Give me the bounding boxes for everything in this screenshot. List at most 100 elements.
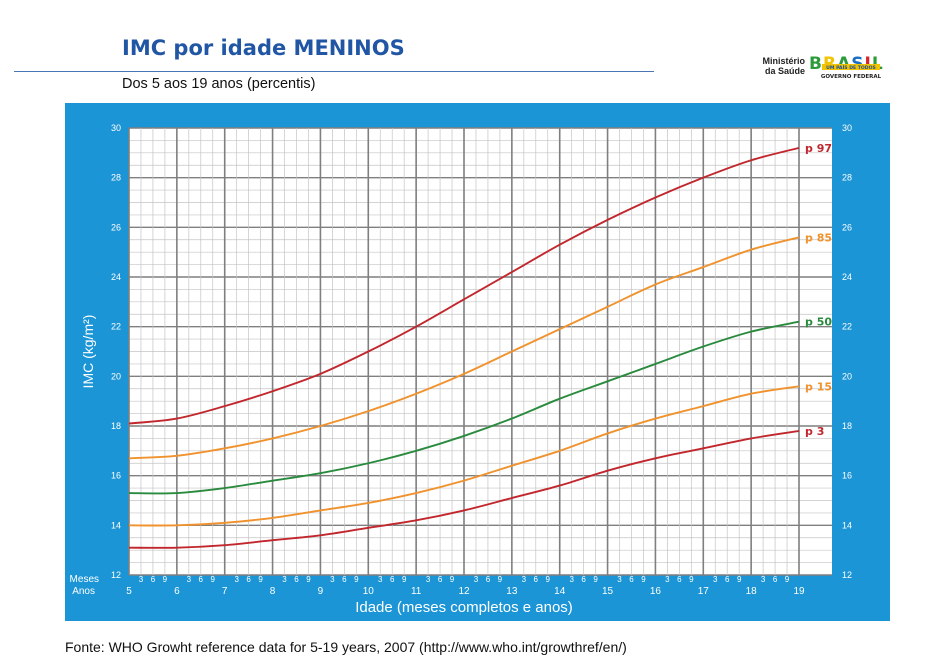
x-month-tick-label: 9 — [163, 575, 168, 584]
x-month-tick-label: 6 — [438, 575, 443, 584]
x-month-tick-label: 3 — [713, 575, 718, 584]
x-month-tick-label: 3 — [522, 575, 527, 584]
x-month-tick-label: 6 — [725, 575, 730, 584]
x-month-tick-label: 9 — [211, 575, 216, 584]
series-label-p97: p 97 — [805, 142, 832, 155]
y-tick-right-label: 30 — [842, 123, 852, 133]
axis-labels: p 97 p 85 p 50 p 15 p 3 12 12 14 14 16 16 18 18 20 20 2… — [70, 123, 852, 616]
x-month-tick-label: 6 — [534, 575, 539, 584]
x-month-tick-label: 9 — [689, 575, 694, 584]
y-tick-left-label: 20 — [111, 371, 121, 381]
x-month-tick-label: 6 — [629, 575, 634, 584]
logo-government: GOVERNO FEDERAL — [821, 74, 882, 80]
y-tick-left-label: 24 — [111, 272, 121, 282]
y-tick-right-label: 14 — [842, 520, 852, 530]
y-tick-right-label: 20 — [842, 371, 852, 381]
x-month-tick-label: 9 — [498, 575, 503, 584]
x-month-tick-label: 9 — [641, 575, 646, 584]
x-year-tick-label: 8 — [270, 586, 276, 597]
y-tick-left-label: 12 — [111, 570, 121, 580]
x-month-tick-label: 3 — [761, 575, 766, 584]
x-month-tick-label: 6 — [199, 575, 204, 584]
x-month-tick-label: 9 — [354, 575, 359, 584]
y-tick-right-label: 12 — [842, 570, 852, 580]
x-year-tick-label: 11 — [411, 586, 422, 597]
y-tick-left-label: 22 — [111, 322, 121, 332]
government-logo: Ministério da Saúde BRASIL UM PAÍS DE TO… — [755, 52, 895, 84]
series-line-p97 — [128, 146, 800, 425]
x-month-tick-label: 3 — [139, 575, 144, 584]
grid-lines — [128, 127, 832, 576]
x-year-tick-label: 17 — [698, 586, 710, 597]
x-month-tick-label: 6 — [390, 575, 395, 584]
y-tick-right-label: 16 — [842, 471, 852, 481]
x-month-tick-label: 9 — [258, 575, 263, 584]
y-tick-right-label: 28 — [842, 173, 852, 183]
x-month-tick-label: 9 — [450, 575, 455, 584]
y-tick-left-label: 26 — [111, 222, 121, 232]
y-axis-title: IMC (kg/m²) — [80, 315, 96, 389]
y-tick-left-label: 14 — [111, 520, 121, 530]
y-tick-right-label: 22 — [842, 322, 852, 332]
x-year-tick-label: 13 — [506, 586, 518, 597]
x-years-row-label: Anos — [72, 586, 95, 597]
y-tick-left-label: 18 — [111, 421, 121, 431]
x-month-tick-label: 3 — [187, 575, 192, 584]
series-label-p50: p 50 — [805, 316, 832, 329]
ministry-line-2: da Saúde — [764, 66, 805, 76]
x-year-tick-label: 10 — [363, 586, 375, 597]
y-tick-right-label: 18 — [842, 421, 852, 431]
series-line-p50 — [128, 320, 800, 495]
series-line-p3 — [128, 430, 800, 549]
source-footnote: Fonte: WHO Growht reference data for 5-1… — [65, 639, 627, 655]
x-year-tick-label: 5 — [126, 586, 132, 597]
x-year-tick-label: 16 — [650, 586, 662, 597]
series-line-p15 — [128, 385, 800, 527]
x-month-tick-label: 9 — [306, 575, 311, 584]
x-month-tick-label: 3 — [330, 575, 335, 584]
y-tick-left-label: 28 — [111, 173, 121, 183]
x-month-tick-label: 6 — [151, 575, 156, 584]
x-year-tick-label: 7 — [222, 586, 228, 597]
x-month-tick-label: 3 — [378, 575, 383, 584]
bmi-for-age-chart: p 97 p 85 p 50 p 15 p 3 12 12 14 14 16 16 18 18 20 20 2… — [70, 123, 852, 616]
y-tick-left-label: 30 — [111, 123, 121, 133]
brasil-logo-icon: BRASIL UM PAÍS DE TODOS GOVERNO FEDERAL — [808, 54, 894, 80]
ministry-name: Ministério da Saúde — [755, 56, 805, 76]
x-month-tick-label: 6 — [677, 575, 682, 584]
y-tick-left-label: 16 — [111, 471, 121, 481]
page-title: IMC por idade MENINOS — [122, 36, 405, 60]
x-year-tick-label: 19 — [793, 586, 805, 597]
title-rule — [14, 71, 654, 72]
series-label-p85: p 85 — [805, 231, 832, 244]
x-month-tick-label: 6 — [342, 575, 347, 584]
x-month-tick-label: 3 — [474, 575, 479, 584]
x-month-tick-label: 6 — [773, 575, 778, 584]
percentile-curves — [128, 146, 800, 549]
x-month-tick-label: 9 — [785, 575, 790, 584]
series-line-p85 — [128, 236, 800, 460]
x-month-tick-label: 3 — [426, 575, 431, 584]
y-tick-right-label: 26 — [842, 222, 852, 232]
x-month-tick-label: 3 — [282, 575, 287, 584]
x-year-tick-label: 14 — [554, 586, 566, 597]
x-year-tick-label: 9 — [318, 586, 324, 597]
ministry-line-1: Ministério — [762, 56, 805, 66]
page-subtitle: Dos 5 aos 19 anos (percentis) — [122, 76, 316, 92]
x-month-tick-label: 9 — [402, 575, 407, 584]
x-year-tick-label: 18 — [746, 586, 758, 597]
x-year-tick-label: 6 — [174, 586, 180, 597]
x-month-tick-label: 9 — [593, 575, 598, 584]
x-month-tick-label: 6 — [581, 575, 586, 584]
x-month-tick-label: 3 — [234, 575, 239, 584]
x-month-tick-label: 3 — [569, 575, 574, 584]
series-label-p3: p 3 — [805, 425, 824, 438]
x-month-tick-label: 9 — [737, 575, 742, 584]
x-month-tick-label: 3 — [617, 575, 622, 584]
series-label-p15: p 15 — [805, 380, 832, 393]
x-month-tick-label: 6 — [246, 575, 251, 584]
x-month-tick-label: 6 — [486, 575, 491, 584]
x-months-row-label: Meses — [70, 574, 99, 585]
x-year-tick-label: 12 — [458, 586, 470, 597]
chart-panel: p 97 p 85 p 50 p 15 p 3 12 12 14 14 16 16 18 18 20 20 2… — [65, 103, 890, 621]
